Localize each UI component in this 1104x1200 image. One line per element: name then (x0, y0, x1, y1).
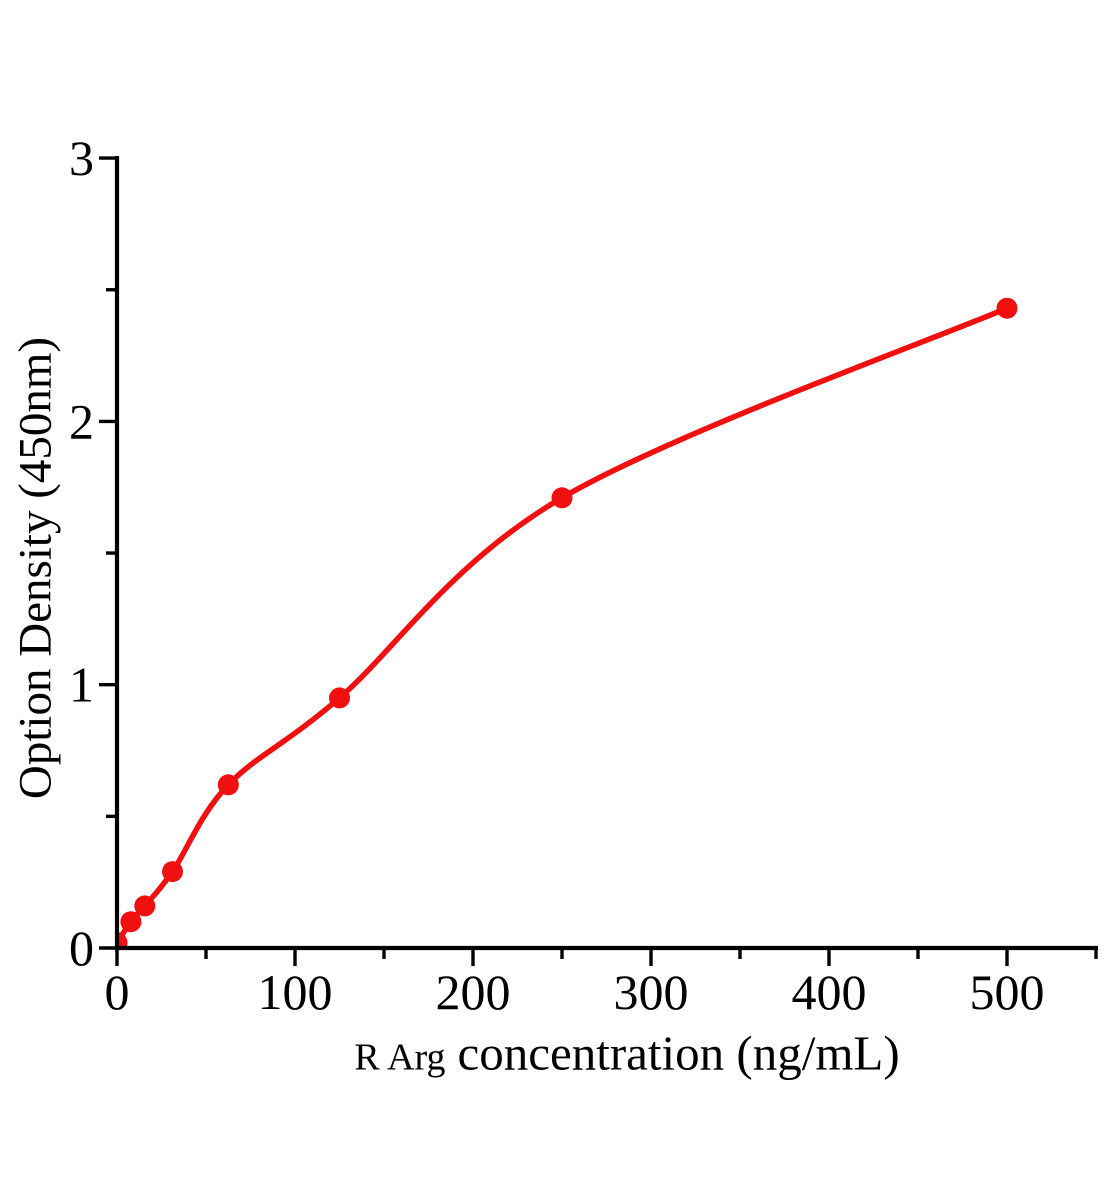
data-point (996, 297, 1018, 319)
x-tick-label: 0 (105, 964, 130, 1020)
data-point (217, 774, 239, 796)
y-tick-label: 2 (69, 393, 94, 449)
x-axis-title: R Arg concentration (ng/mL) (354, 1029, 899, 1078)
data-point (120, 911, 142, 933)
data-point (551, 487, 573, 509)
data-point (329, 687, 350, 709)
x-tick-label: 200 (436, 964, 511, 1020)
data-point (134, 895, 156, 917)
y-tick-label: 1 (69, 657, 94, 713)
y-tick-label: 0 (69, 920, 94, 976)
x-tick-label: 500 (970, 964, 1045, 1020)
x-tick-label: 300 (614, 964, 689, 1020)
x-tick-label: 400 (792, 964, 867, 1020)
y-axis-title: Option Density (450nm) (9, 336, 62, 800)
y-tick-label: 3 (69, 130, 94, 186)
series-group (117, 297, 1018, 948)
data-point (162, 861, 183, 883)
data-point (117, 932, 128, 948)
x-axis-title-main: concentration (ng/mL) (457, 1025, 900, 1081)
x-tick-label: 100 (258, 964, 333, 1020)
x-axis-title-prefix: R Arg (354, 1036, 446, 1079)
standard-curve-line (117, 305, 1010, 946)
